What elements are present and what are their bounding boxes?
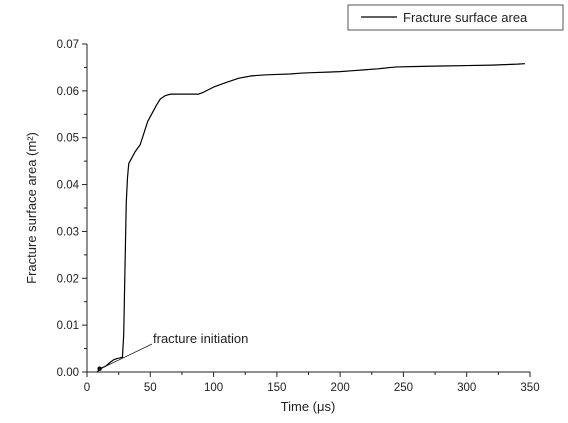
x-ticks: 0 50 100 150 200 250 300 350 xyxy=(84,372,540,394)
x-tick-label: 250 xyxy=(394,382,413,394)
legend-label: Fracture surface area xyxy=(403,10,528,25)
x-tick-label: 200 xyxy=(331,382,350,394)
x-tick-label: 350 xyxy=(520,382,539,394)
x-tick-label: 300 xyxy=(457,382,476,394)
y-tick-label: 0.00 xyxy=(57,367,79,379)
y-tick-label: 0.04 xyxy=(57,180,80,192)
series-layer xyxy=(96,63,525,373)
legend: Fracture surface area xyxy=(347,4,564,31)
series-line xyxy=(96,63,525,373)
y-tick-label: 0.07 xyxy=(57,39,79,51)
x-tick-label: 100 xyxy=(204,382,223,394)
x-tick-label: 50 xyxy=(144,382,157,394)
y-ticks: 0.00 0.01 0.02 0.03 0.04 0.05 0.06 0.07 xyxy=(57,39,87,379)
y-tick-label: 0.03 xyxy=(57,226,79,238)
x-axis-title: Time (μs) xyxy=(281,399,336,414)
x-tick-label: 150 xyxy=(267,382,286,394)
annotation-leader-line xyxy=(97,343,153,371)
annotation: fracture initiation xyxy=(97,331,248,371)
y-tick-label: 0.05 xyxy=(57,133,79,145)
y-tick-label: 0.01 xyxy=(57,320,79,332)
x-tick-label: 0 xyxy=(84,382,90,394)
y-tick-label: 0.02 xyxy=(57,273,79,285)
plot-frame xyxy=(86,44,530,373)
y-axis-title: Fracture surface area (m²) xyxy=(24,132,39,284)
y-tick-label: 0.06 xyxy=(57,86,79,98)
annotation-label: fracture initiation xyxy=(153,331,248,346)
